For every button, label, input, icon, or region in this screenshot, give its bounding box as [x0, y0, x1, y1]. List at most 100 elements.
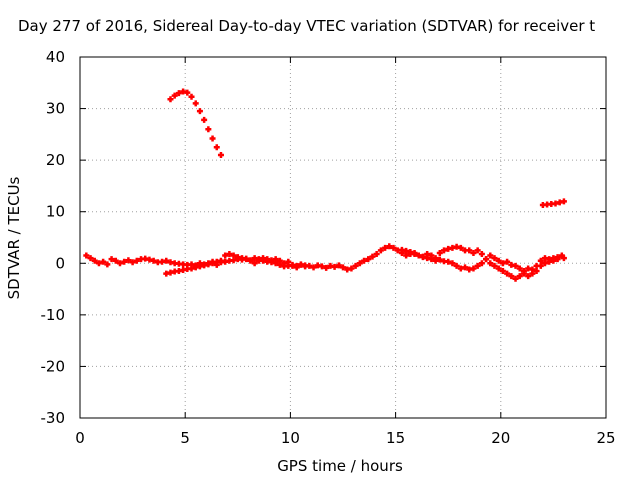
data-point [91, 257, 98, 264]
data-series [398, 246, 561, 280]
data-point [356, 260, 363, 267]
data-point [491, 255, 498, 262]
data-point [457, 244, 464, 251]
data-series [167, 88, 224, 158]
data-point [369, 253, 376, 260]
data-point [201, 116, 208, 123]
y-tick-label: -20 [41, 357, 66, 375]
data-point [247, 257, 254, 264]
x-tick-label: 0 [75, 429, 85, 447]
data-point [554, 256, 561, 263]
data-point [361, 257, 368, 264]
data-point [365, 256, 372, 263]
data-point [205, 126, 212, 133]
data-point [209, 260, 216, 267]
data-point [222, 252, 229, 259]
data-point [512, 262, 519, 269]
data-series [163, 255, 309, 277]
data-point [487, 252, 494, 259]
data-point [264, 256, 271, 263]
data-point [386, 243, 393, 250]
data-point [470, 265, 477, 272]
y-tick-label: 0 [55, 254, 65, 272]
data-points [83, 88, 567, 282]
data-point [445, 258, 452, 265]
data-point [411, 251, 418, 258]
data-point [340, 264, 346, 271]
data-point [175, 90, 182, 97]
data-point [352, 262, 359, 269]
data-point [537, 262, 544, 269]
data-point [436, 256, 443, 263]
data-point [192, 100, 199, 107]
data-point [217, 151, 224, 158]
data-point [331, 263, 338, 270]
data-point [272, 260, 279, 267]
data-point [499, 260, 506, 267]
y-tick-label: 20 [46, 151, 65, 169]
data-point [478, 260, 485, 267]
data-point [335, 262, 342, 269]
grid [80, 57, 606, 418]
data-point [520, 268, 527, 275]
data-point [251, 260, 258, 267]
data-point [495, 257, 502, 264]
data-point [495, 265, 502, 272]
y-tick-label: 40 [46, 48, 65, 66]
data-point [560, 198, 567, 205]
data-point [116, 260, 123, 267]
data-point [453, 262, 460, 269]
data-point [83, 252, 90, 259]
data-point [348, 265, 355, 272]
data-point [516, 265, 523, 272]
data-point [125, 257, 132, 264]
data-point [302, 262, 309, 269]
data-point [196, 108, 203, 115]
data-point [529, 270, 536, 277]
data-point [310, 264, 317, 271]
data-point [184, 89, 191, 96]
data-point [466, 247, 473, 254]
data-point [112, 257, 119, 264]
data-point [525, 273, 532, 280]
data-point [163, 257, 170, 264]
axis-ticks [79, 56, 607, 419]
chart-title: Day 277 of 2016, Sidereal Day-to-day VTE… [18, 17, 595, 35]
data-point [188, 93, 195, 100]
x-tick-label: 5 [180, 429, 190, 447]
data-point [108, 256, 115, 263]
data-point [373, 251, 380, 258]
data-series [539, 198, 567, 209]
data-point [318, 263, 325, 270]
y-tick-label: 30 [46, 100, 65, 118]
y-axis-label: SDTVAR / TECUs [5, 176, 23, 299]
y-tick-label: 10 [46, 203, 65, 221]
data-point [508, 273, 515, 280]
tick-labels: 0 5 10 15 20 25 -30 -20 -10 0 10 20 30 40 [41, 48, 616, 447]
data-point [478, 251, 485, 258]
data-point [550, 257, 557, 264]
data-point [243, 255, 250, 262]
data-point [260, 257, 267, 264]
data-point [276, 261, 283, 268]
data-point [440, 247, 447, 254]
data-point [226, 251, 233, 258]
data-point [428, 256, 435, 263]
x-tick-label: 25 [596, 429, 615, 447]
data-point [504, 270, 511, 277]
data-point [150, 257, 157, 264]
data-point [533, 268, 540, 275]
y-tick-label: -10 [41, 306, 66, 324]
y-tick-label: -30 [41, 409, 66, 427]
data-point [436, 249, 443, 256]
data-point [382, 244, 389, 251]
data-point [504, 258, 511, 265]
data-point [255, 256, 262, 263]
x-tick-label: 15 [386, 429, 405, 447]
data-point [499, 268, 506, 275]
data-point [323, 264, 330, 271]
data-point [100, 258, 107, 265]
data-point [390, 244, 397, 251]
